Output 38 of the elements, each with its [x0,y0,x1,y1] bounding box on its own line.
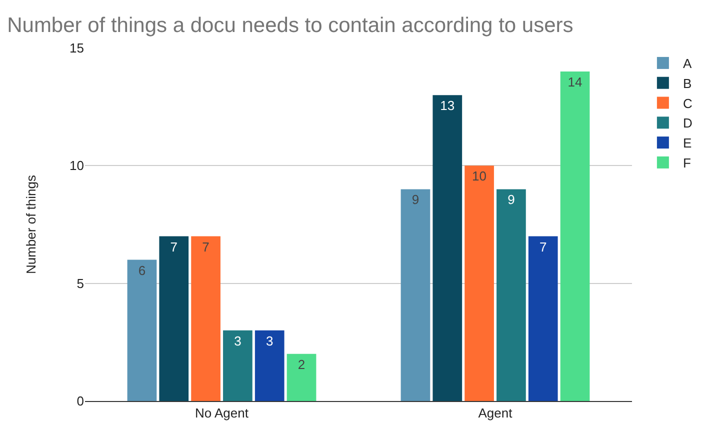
legend-label: C [682,96,692,111]
data-label: 2 [298,356,306,372]
bar [560,72,590,401]
legend-label: B [682,76,692,91]
bar [528,236,558,401]
bar [191,236,220,401]
data-label: 9 [412,192,420,208]
bar [254,330,284,401]
y-tick-label: 15 [70,40,84,56]
data-label: 3 [266,333,274,348]
legend-label: E [682,136,692,151]
data-label: 7 [539,239,547,254]
legend-label: F [682,156,691,171]
data-label: 10 [472,168,487,184]
data-label: 7 [202,239,210,254]
y-tick-label: 10 [70,158,84,174]
data-label: 7 [170,239,178,254]
bar [496,189,526,401]
x-tick-label: No Agent [195,406,249,421]
y-tick-label: 0 [76,394,84,409]
y-tick-label: 5 [76,276,84,291]
bar [464,166,494,401]
bar [127,260,157,401]
bar [286,354,316,401]
x-tick-label: Agent [478,406,513,421]
data-label: 14 [568,74,582,90]
bar [159,236,189,401]
data-label: 13 [440,98,455,114]
legend-label: D [682,116,692,131]
y-axis-title: Number of things [23,174,38,274]
data-label: 6 [138,262,146,278]
chart-title: Number of things a docu needs to contain according to users [7,14,574,37]
bar [223,330,252,401]
legend-label: A [682,56,692,72]
data-label: 3 [234,333,242,348]
bar [432,95,462,401]
bar [400,189,430,401]
data-label: 9 [508,192,515,208]
